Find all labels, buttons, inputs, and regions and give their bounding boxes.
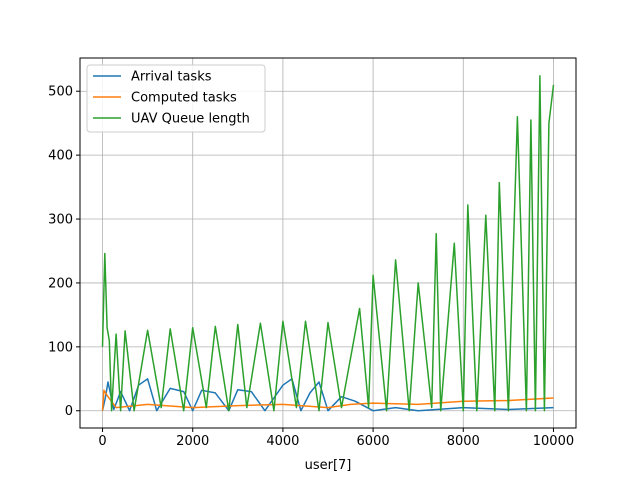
- legend-label-1: Computed tasks: [131, 91, 237, 106]
- x-tick-label-0: 0: [98, 434, 106, 449]
- x-tick-label-1: 2000: [176, 434, 209, 449]
- legend-label-0: Arrival tasks: [131, 70, 212, 85]
- series-line-2: [101, 75, 555, 412]
- y-tick-label-2: 200: [48, 276, 73, 291]
- x-tick-label-2: 4000: [266, 434, 299, 449]
- series-lines: [101, 75, 555, 412]
- legend-label-2: UAV Queue length: [131, 112, 250, 127]
- x-tick-label-4: 8000: [447, 434, 480, 449]
- y-tick-label-5: 500: [48, 85, 73, 100]
- x-axis-label: user[7]: [305, 458, 352, 473]
- legend: Arrival tasks Computed tasks UAV Queue len…: [86, 64, 266, 133]
- y-tick-label-1: 100: [48, 340, 73, 355]
- grid: [80, 58, 576, 428]
- legend-box: [86, 64, 266, 133]
- x-tick-label-5: 10000: [533, 434, 574, 449]
- axis-ticks: 0 2000 4000 6000 8000 10000 0 100 200 300 400 500: [48, 85, 574, 449]
- y-tick-label-4: 400: [48, 149, 73, 164]
- y-tick-label-0: 0: [65, 404, 73, 419]
- x-tick-label-3: 6000: [357, 434, 390, 449]
- series-line-1: [101, 389, 554, 411]
- y-tick-label-3: 300: [48, 213, 73, 228]
- plot-frame: [79, 57, 577, 429]
